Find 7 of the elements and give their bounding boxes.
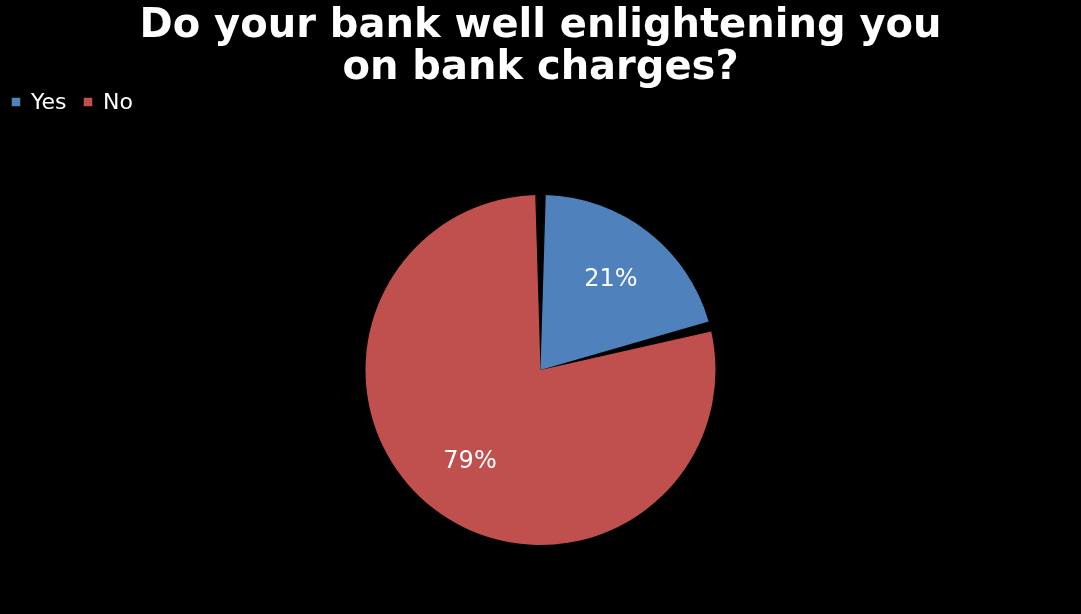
pie-slice — [540, 195, 709, 370]
data-label: 79% — [443, 445, 497, 474]
chart-title: Do your bank well enlightening you on bank charges? — [139, 0, 942, 88]
legend-label: Yes — [30, 89, 67, 114]
pie-slice — [365, 195, 716, 545]
data-label: 21% — [584, 264, 638, 293]
legend-label: No — [103, 89, 133, 114]
